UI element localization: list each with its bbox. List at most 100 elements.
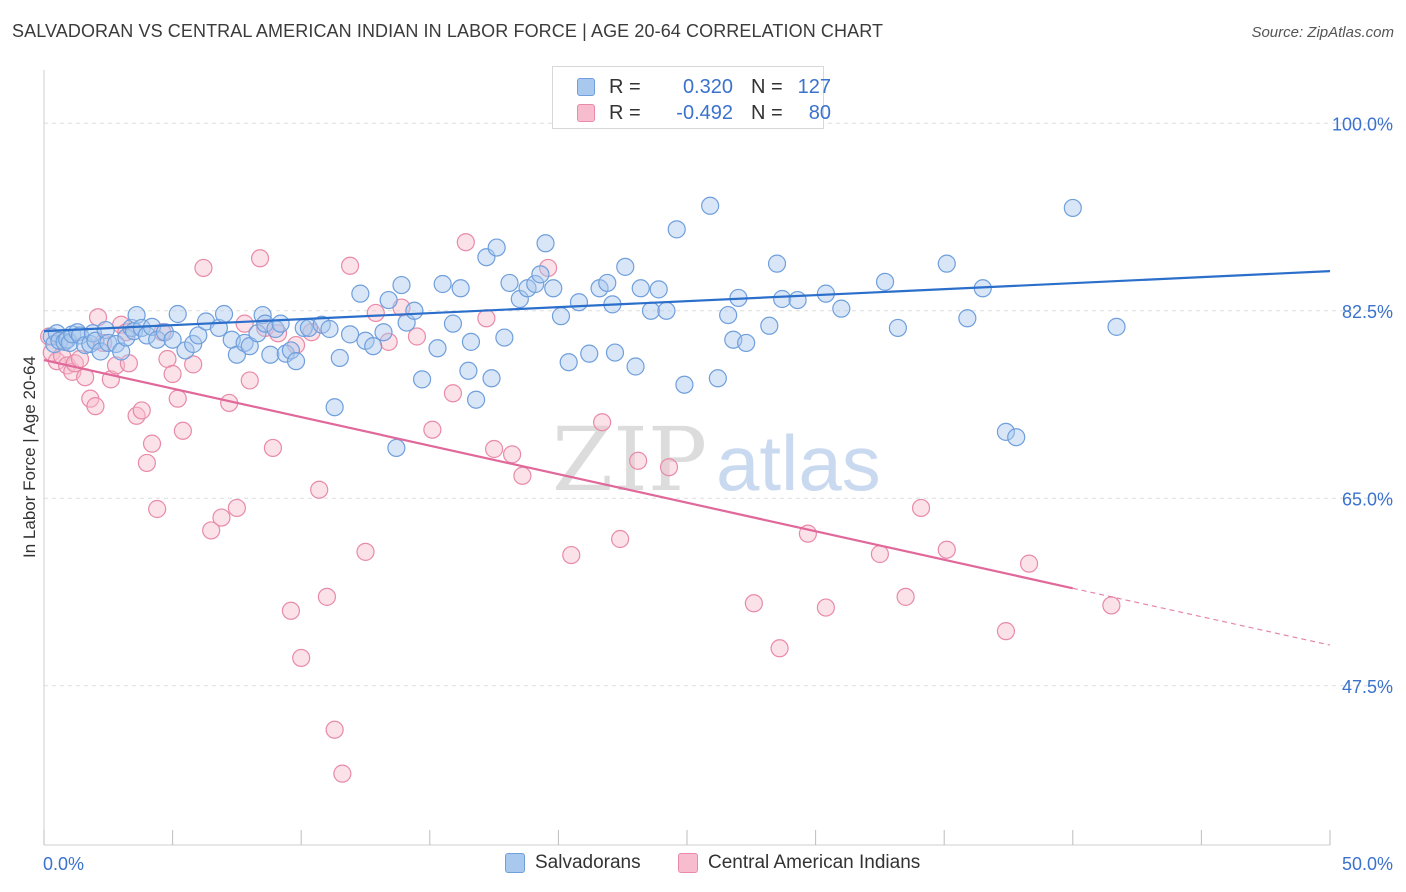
data-point: [379, 290, 398, 310]
data-point: [163, 364, 182, 384]
data-point: [500, 273, 519, 293]
data-point: [477, 309, 496, 328]
data-point: [598, 273, 617, 293]
data-point: [281, 341, 301, 360]
data-point: [443, 384, 463, 403]
data-point: [248, 324, 267, 343]
data-point: [392, 275, 411, 295]
legend-swatch-blue: [505, 853, 525, 873]
data-point: [433, 274, 452, 294]
tick-labels: 47.5% 65.0% 82.5% 100.0% 0.0% 50.0%: [43, 114, 1393, 874]
data-point: [773, 289, 792, 309]
data-point: [737, 333, 756, 353]
data-point: [461, 332, 481, 351]
data-point: [760, 316, 779, 335]
legend-swatch-pink: [678, 853, 698, 873]
data-point: [1019, 554, 1039, 573]
legend-n-label: N =: [751, 101, 783, 124]
data-point: [276, 344, 295, 363]
legend-n-label: N =: [751, 75, 783, 98]
legend-row-salvadorans: R = 0.320 N = 127: [577, 74, 831, 100]
data-point: [292, 648, 311, 668]
data-point: [340, 325, 360, 344]
data-point: [629, 451, 648, 470]
data-point: [184, 334, 203, 354]
data-point: [605, 343, 625, 362]
data-point: [173, 421, 192, 440]
chart-title: SALVADORAN VS CENTRAL AMERICAN INDIAN IN…: [12, 21, 884, 41]
data-point: [875, 272, 895, 291]
data-point: [256, 314, 275, 333]
data-point: [770, 639, 789, 658]
data-point: [212, 508, 231, 527]
data-point: [356, 542, 375, 561]
data-point: [261, 345, 280, 364]
data-point: [569, 293, 589, 312]
y-tick-label: 82.5%: [1342, 302, 1393, 322]
series-central-american-indians-points: [40, 233, 1121, 783]
data-point: [412, 370, 432, 389]
data-point: [708, 369, 727, 388]
data-point: [227, 498, 246, 518]
data-point: [235, 333, 254, 353]
y-axis-label: In Labor Force | Age 20-64: [20, 356, 39, 558]
data-point: [832, 299, 851, 318]
data-point: [485, 439, 504, 459]
data-point: [405, 301, 424, 320]
data-point: [870, 544, 890, 564]
data-point: [240, 371, 259, 390]
legend-item-central-american-indians: Central American Indians: [678, 852, 920, 874]
data-point: [364, 337, 383, 356]
data-point: [503, 445, 522, 464]
series-salvadorans-points: [42, 196, 1126, 458]
data-point: [641, 301, 661, 320]
data-point: [366, 303, 385, 323]
data-point: [214, 304, 234, 324]
data-point: [466, 390, 486, 409]
data-point: [657, 301, 676, 320]
data-point: [250, 249, 270, 268]
legend-r-label: R =: [609, 101, 641, 124]
data-point: [263, 438, 283, 458]
data-point: [487, 238, 506, 257]
series-legend: Salvadorans Central American Indians: [0, 852, 1406, 878]
data-point: [526, 274, 545, 294]
data-point: [310, 480, 329, 499]
data-point: [675, 375, 694, 394]
legend-n-value: 80: [808, 101, 831, 124]
data-point: [127, 406, 146, 425]
data-point: [168, 389, 187, 408]
legend-r-value: 0.320: [682, 75, 733, 98]
data-point: [1007, 428, 1026, 447]
data-point: [387, 438, 406, 458]
y-tick-label: 100.0%: [1332, 114, 1393, 134]
data-point: [325, 398, 344, 417]
trend-lines: [43, 270, 1331, 646]
data-point: [281, 601, 301, 620]
data-point: [482, 369, 501, 388]
watermark-atlas: atlas: [716, 419, 881, 507]
data-point: [616, 257, 635, 276]
data-point: [351, 284, 370, 303]
legend-n-value: 127: [797, 75, 831, 98]
data-point: [626, 357, 645, 376]
data-point: [286, 352, 306, 371]
legend-item-salvadorans: Salvadorans: [505, 852, 641, 874]
data-point: [317, 587, 337, 606]
data-point: [631, 279, 650, 298]
legend-row-central-american-indians: R = -0.492 N = 80: [577, 100, 831, 126]
legend-swatch-blue: [577, 78, 595, 96]
legend-r-label: R =: [609, 75, 641, 98]
data-point: [81, 334, 100, 354]
y-tick-label: 65.0%: [1342, 489, 1393, 509]
data-point: [443, 314, 463, 333]
data-point: [428, 339, 447, 358]
data-point: [148, 499, 167, 519]
data-point: [194, 258, 213, 278]
data-point: [202, 521, 221, 540]
data-point: [701, 196, 720, 215]
data-point: [649, 280, 668, 299]
legend-r-value: -0.492: [676, 101, 733, 124]
data-point: [816, 598, 835, 617]
